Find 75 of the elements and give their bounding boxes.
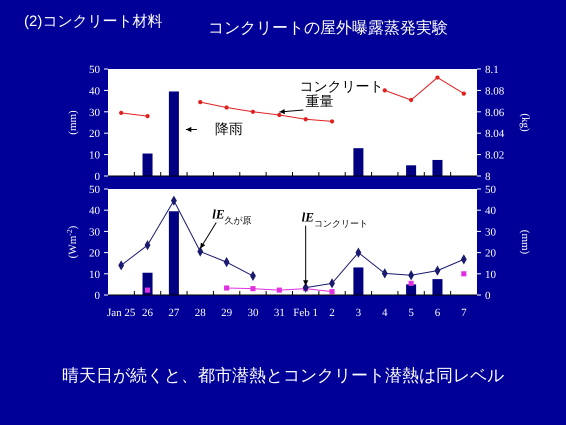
- x-tick-label: 3: [356, 307, 362, 319]
- point: [250, 286, 256, 292]
- point: [145, 114, 150, 118]
- y-tick-label: 0: [94, 290, 100, 302]
- point: [462, 92, 466, 96]
- series-label: コンクリート重量: [299, 78, 384, 110]
- x-tick-label: 2: [329, 307, 335, 319]
- point: [276, 288, 282, 293]
- y-axis-title: (mm): [67, 110, 79, 135]
- x-tick-label: 28: [194, 307, 206, 319]
- point: [224, 105, 229, 110]
- x-tick-label: Feb 1: [293, 307, 318, 319]
- bar: [142, 154, 153, 176]
- y2-tick-label: 50: [485, 184, 496, 196]
- point: [119, 110, 124, 115]
- x-tick-label: 30: [247, 307, 259, 319]
- y-tick-label: 40: [89, 205, 100, 218]
- bar: [432, 279, 442, 295]
- text: lE$_{コンクリート}$: [302, 210, 368, 229]
- y-tick-label: 20: [89, 128, 100, 140]
- y2-tick-label: 8.02: [485, 150, 504, 162]
- point: [461, 271, 466, 276]
- point: [304, 117, 308, 122]
- y-tick-label: 20: [89, 248, 100, 260]
- y-tick-label: 50: [89, 184, 100, 196]
- text: (2)コンクリート材料: [24, 13, 162, 30]
- bar: [406, 165, 416, 176]
- x-tick-label: 26: [142, 307, 154, 319]
- y2-tick-label: 8.08: [485, 85, 505, 98]
- x-tick-label: 27: [168, 307, 180, 319]
- y2-tick-label: 8: [485, 171, 491, 183]
- y2-tick-label: 8.1: [485, 64, 499, 76]
- bar: [353, 267, 364, 295]
- y-tick-label: 10: [89, 268, 100, 281]
- text: 晴天日が続くと、都市潜熱とコンクリート潜熱は同レベル: [62, 366, 504, 385]
- point: [408, 280, 414, 286]
- x-tick-label: 5: [408, 307, 414, 319]
- x-tick-label: 4: [382, 307, 388, 319]
- y2-axis-title: (mm): [519, 230, 531, 255]
- x-tick-label: 29: [221, 307, 233, 319]
- y2-axis-title: (kg): [519, 113, 531, 132]
- x-tick-label: 7: [461, 307, 468, 319]
- point: [329, 289, 335, 294]
- y2-tick-label: 30: [485, 226, 496, 238]
- bar: [432, 160, 442, 176]
- point: [144, 288, 150, 293]
- y-tick-label: 30: [89, 106, 100, 119]
- y2-tick-label: 8.06: [485, 106, 505, 119]
- series-label: lE$_{久が原}$: [212, 206, 252, 226]
- point: [435, 75, 440, 80]
- point: [250, 110, 256, 114]
- bar: [353, 148, 364, 176]
- y-tick-label: 50: [89, 64, 100, 76]
- y-tick-label: 40: [89, 85, 100, 98]
- point: [198, 100, 202, 104]
- x-tick-label: Jan 25: [106, 307, 136, 319]
- point: [330, 119, 334, 124]
- text: 降雨: [214, 120, 243, 137]
- bar: [168, 91, 179, 176]
- bar: [168, 211, 179, 295]
- y2-tick-label: 8.04: [485, 128, 505, 140]
- chart-title: コンクリートの屋外曝露蒸発実験: [208, 19, 448, 37]
- y2-tick-label: 40: [485, 205, 496, 218]
- point: [277, 112, 282, 118]
- y2-tick-label: 20: [485, 248, 496, 260]
- point: [408, 98, 414, 102]
- x-tick-label: 6: [434, 307, 441, 319]
- point: [224, 285, 230, 291]
- y2-tick-label: 0: [485, 290, 491, 302]
- point: [382, 88, 387, 93]
- y-tick-label: 0: [94, 171, 100, 183]
- x-tick-label: 31: [274, 307, 285, 319]
- y2-tick-label: 10: [485, 268, 496, 281]
- y-tick-label: 30: [89, 226, 100, 238]
- y-tick-label: 10: [89, 150, 100, 162]
